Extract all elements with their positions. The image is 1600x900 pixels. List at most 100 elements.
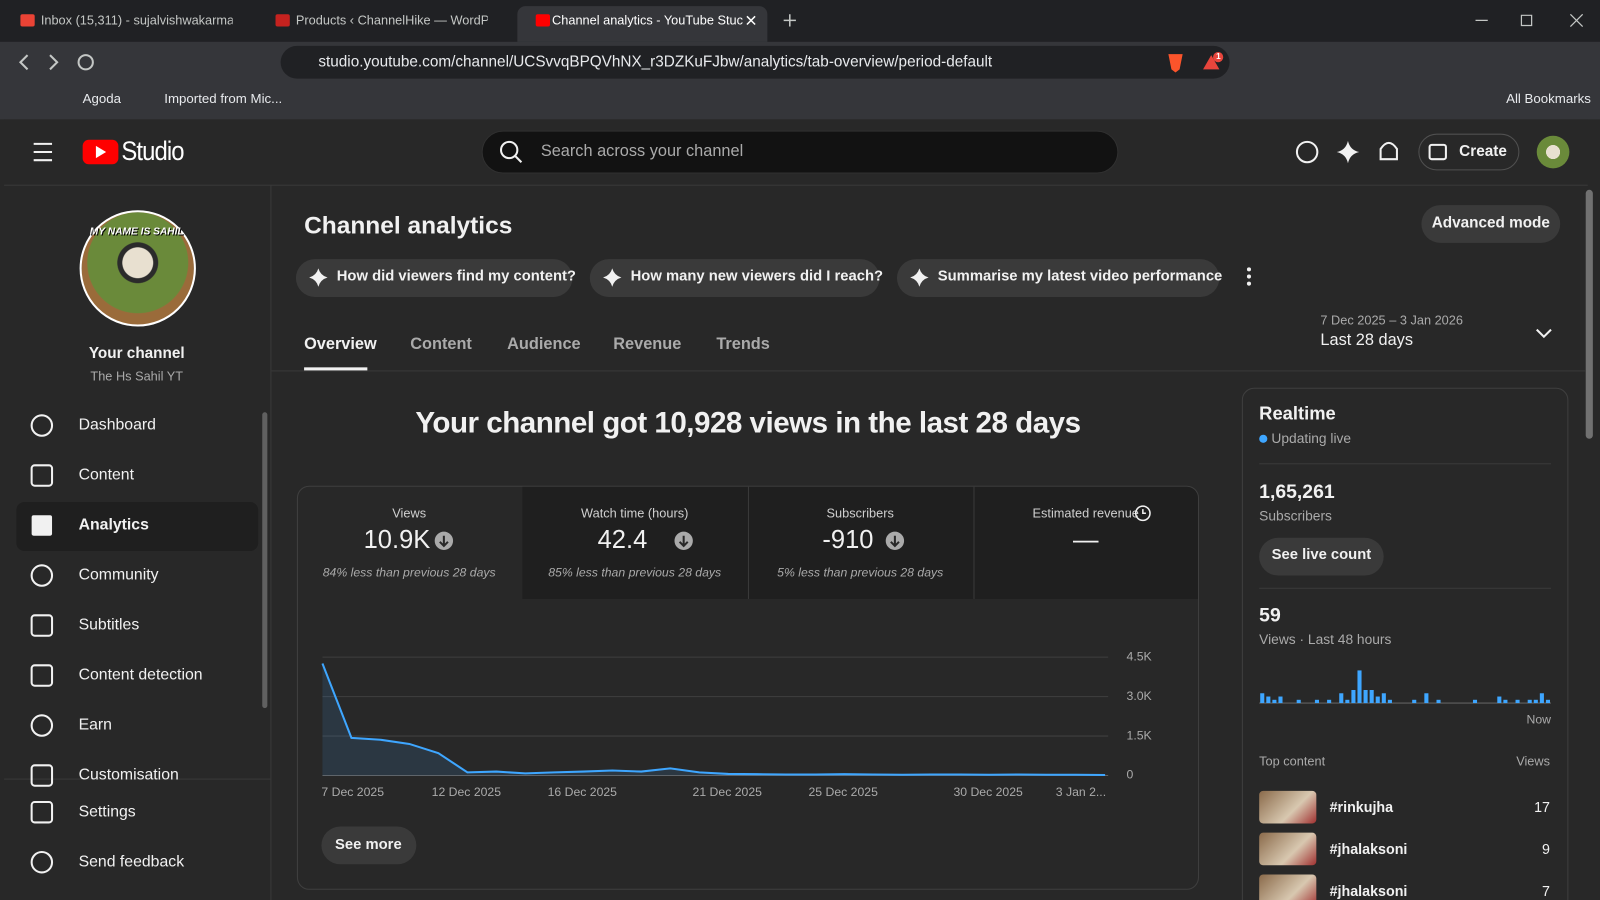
nav-icon	[30, 414, 54, 437]
url-text[interactable]: studio.youtube.com/channel/UCSvvqBPQVhNX…	[318, 53, 993, 71]
thumbnail[interactable]	[1259, 832, 1317, 866]
nav-item[interactable]: Analytics	[78, 516, 149, 534]
nav-item[interactable]: Community	[78, 566, 159, 584]
see-more-button[interactable]	[321, 826, 417, 865]
realtime-views: 59	[1259, 604, 1281, 627]
browser-tab[interactable]: Inbox (15,311) - sujalvishwakarma5@	[40, 12, 233, 28]
avatar-caption: MY NAME IS SAHIL	[89, 226, 184, 238]
metric-note: 84% less than previous 28 days	[322, 565, 496, 580]
active-tab	[517, 6, 768, 42]
nav-icon	[30, 614, 54, 637]
metric-label: Estimated revenue	[1032, 505, 1139, 520]
logo-text[interactable]: Studio	[121, 136, 184, 167]
metric-note: 5% less than previous 28 days	[777, 565, 944, 580]
search-box[interactable]	[481, 130, 1119, 174]
sidebar-active[interactable]	[16, 502, 259, 552]
page-title: Channel analytics	[304, 211, 513, 240]
metric-note: 85% less than previous 28 days	[548, 565, 722, 580]
prompt-chip[interactable]	[896, 259, 1220, 297]
thumbnail[interactable]	[1259, 790, 1317, 824]
nav-item[interactable]: Content detection	[78, 666, 203, 684]
nav-item[interactable]: Customisation	[78, 766, 179, 784]
realtime-title: Realtime	[1259, 403, 1336, 424]
nav-icon	[30, 801, 54, 824]
tabs-divider	[271, 370, 1586, 372]
subscriber-label: Subscribers	[1259, 508, 1332, 524]
content-views: 9	[1542, 840, 1550, 857]
content-title[interactable]: #rinkujha	[1329, 798, 1394, 815]
nav-item[interactable]: Dashboard	[78, 416, 156, 434]
sidebar-scrollbar	[262, 412, 268, 709]
nav-item[interactable]: Settings	[78, 802, 136, 821]
live-count-button[interactable]	[1259, 537, 1384, 576]
nav-item[interactable]: Content	[78, 466, 134, 484]
nav-icon	[30, 564, 54, 587]
headline: Your channel got 10,928 views in the las…	[415, 406, 1081, 440]
metric-label: Views	[392, 505, 427, 520]
content-title[interactable]: #jhalaksoni	[1329, 840, 1408, 857]
prompt-text[interactable]: How many new viewers did I reach?	[630, 268, 884, 285]
metric-value: 10.9K	[363, 525, 431, 555]
see-more[interactable]: See more	[335, 837, 402, 854]
header-avatar	[1536, 135, 1570, 169]
period[interactable]: Last 28 days	[1320, 332, 1413, 350]
prompt-text[interactable]: How did viewers find my content?	[336, 268, 576, 285]
nav-item[interactable]: Subtitles	[78, 616, 140, 634]
metric-value: -910	[822, 525, 874, 555]
analytics-tab[interactable]: Overview	[304, 336, 377, 354]
dropdown-icon	[1536, 328, 1552, 339]
more-icon	[1246, 267, 1252, 272]
metric-strip	[522, 486, 1198, 599]
create-button[interactable]	[1418, 133, 1520, 171]
analytics-tab[interactable]: Content	[410, 336, 472, 354]
browser-tab[interactable]: Products ‹ ChannelHike — WordPres	[295, 12, 488, 28]
metric-value: —	[1072, 525, 1099, 555]
prompt-chip[interactable]	[295, 259, 573, 297]
tab-underline	[304, 367, 368, 371]
metric-label: Watch time (hours)	[581, 505, 689, 520]
subscriber-count: 1,65,261	[1259, 481, 1335, 503]
nav-icon	[30, 664, 54, 687]
sidebar-divider	[4, 778, 271, 780]
create-label[interactable]: Create	[1459, 142, 1507, 161]
content-views: 17	[1534, 798, 1550, 815]
tab-bar	[0, 0, 1600, 42]
live-dot	[1259, 434, 1268, 443]
nav-icon	[30, 714, 54, 737]
nav-icon	[30, 764, 54, 787]
all-bookmarks[interactable]: All Bookmarks	[1506, 91, 1591, 107]
metric-value: 42.4	[597, 525, 648, 555]
metric-label: Subscribers	[826, 505, 894, 520]
thumbnail[interactable]	[1259, 874, 1317, 900]
advanced-mode[interactable]: Advanced mode	[1431, 214, 1550, 232]
nav-item[interactable]: Send feedback	[78, 852, 185, 871]
more-icon	[1246, 281, 1252, 286]
realtime-divider	[1259, 587, 1552, 589]
bookmark[interactable]: Imported from Mic...	[164, 91, 283, 107]
nav-icon	[30, 851, 54, 874]
views-column: Views	[1516, 753, 1550, 768]
prompt-text[interactable]: Summarise my latest video performance	[937, 268, 1223, 285]
date-range: 7 Dec 2025 – 3 Jan 2026	[1320, 312, 1463, 328]
nav-item[interactable]: Earn	[78, 716, 112, 734]
realtime-views-label: Views · Last 48 hours	[1259, 631, 1392, 647]
profile-avatar	[79, 210, 196, 327]
url-field[interactable]	[280, 45, 1230, 79]
metric-divider	[747, 486, 749, 599]
sidebar-border	[270, 185, 272, 900]
analytics-tab[interactable]: Trends	[716, 336, 770, 354]
search-placeholder[interactable]: Search across your channel	[540, 143, 744, 161]
analytics-tab[interactable]: Audience	[507, 336, 581, 354]
bookmark[interactable]: Agoda	[82, 91, 122, 107]
content-title[interactable]: #jhalaksoni	[1329, 882, 1408, 899]
live-count[interactable]: See live count	[1271, 547, 1372, 564]
realtime-status: Updating live	[1271, 430, 1352, 446]
prompt-chip[interactable]	[589, 259, 880, 297]
more-icon	[1246, 274, 1252, 279]
browser-tab[interactable]: Channel analytics - YouTube Stuc	[552, 12, 744, 28]
analytics-tab[interactable]: Revenue	[613, 336, 682, 354]
content-views: 7	[1542, 882, 1550, 899]
advanced-button[interactable]	[1421, 205, 1561, 243]
